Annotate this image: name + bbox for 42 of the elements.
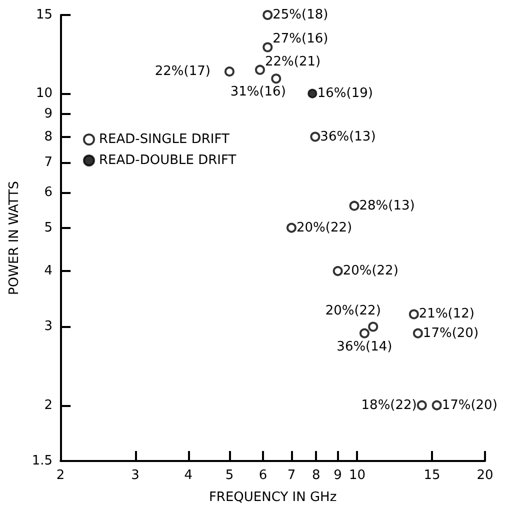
x-tick-label: 8 [312,468,320,483]
y-tick-label: 9 [44,106,53,122]
y-tick-label: 5 [44,220,53,236]
x-tick-label: 10 [348,468,366,483]
x-tick-label: 6 [258,468,268,483]
x-tick-label: 9 [334,468,342,483]
y-tick-label: 15 [36,8,53,22]
annotation: 25%(18) [272,8,328,22]
annotation: 21%(12) [418,306,475,322]
annotation: 20%(22) [342,264,398,279]
x-tick-label: 3 [131,468,140,483]
x-tick-label: 15 [424,468,440,483]
x-tick-label: 4 [184,468,192,483]
annotation: 36%(13) [320,129,376,144]
y-tick-label: 6 [44,184,53,200]
annotation: 16%(19) [317,86,373,102]
annotation: 20%(22) [296,220,352,236]
annotation: 28%(13) [359,198,415,214]
annotation: 27%(16) [272,32,328,47]
y-axis-title: POWER IN WATTS [7,181,22,295]
x-tick-label: 20 [476,468,494,483]
y-tick-label: 4 [44,264,53,279]
annotation: 17%(20) [422,326,479,341]
y-tick-label: 7 [44,155,53,170]
x-tick-label: 7 [287,468,296,483]
x-tick-label: 2 [56,468,65,483]
annotation: 18%(22) [361,398,417,413]
annotation: 20%(22) [325,304,381,319]
annotation: 36%(14) [336,339,392,354]
y-tick-label: 2 [44,398,53,413]
y-tick-label: 3 [44,319,53,334]
y-tick-label: 1.5 [32,454,53,468]
y-tick-label: 10 [36,86,53,102]
annotation: 31%(16) [230,84,286,100]
x-axis-title: FREQUENCY IN GHz [208,490,337,505]
legend-label: READ-DOUBLE DRIFT [99,153,236,168]
annotation: 17%(20) [442,398,498,413]
x-tick-label: 5 [225,468,234,483]
annotation: 22%(17) [154,64,210,80]
y-tick-label: 8 [44,129,53,144]
annotation: 22%(21) [264,54,321,70]
legend-label: READ-SINGLE DRIFT [99,132,230,147]
